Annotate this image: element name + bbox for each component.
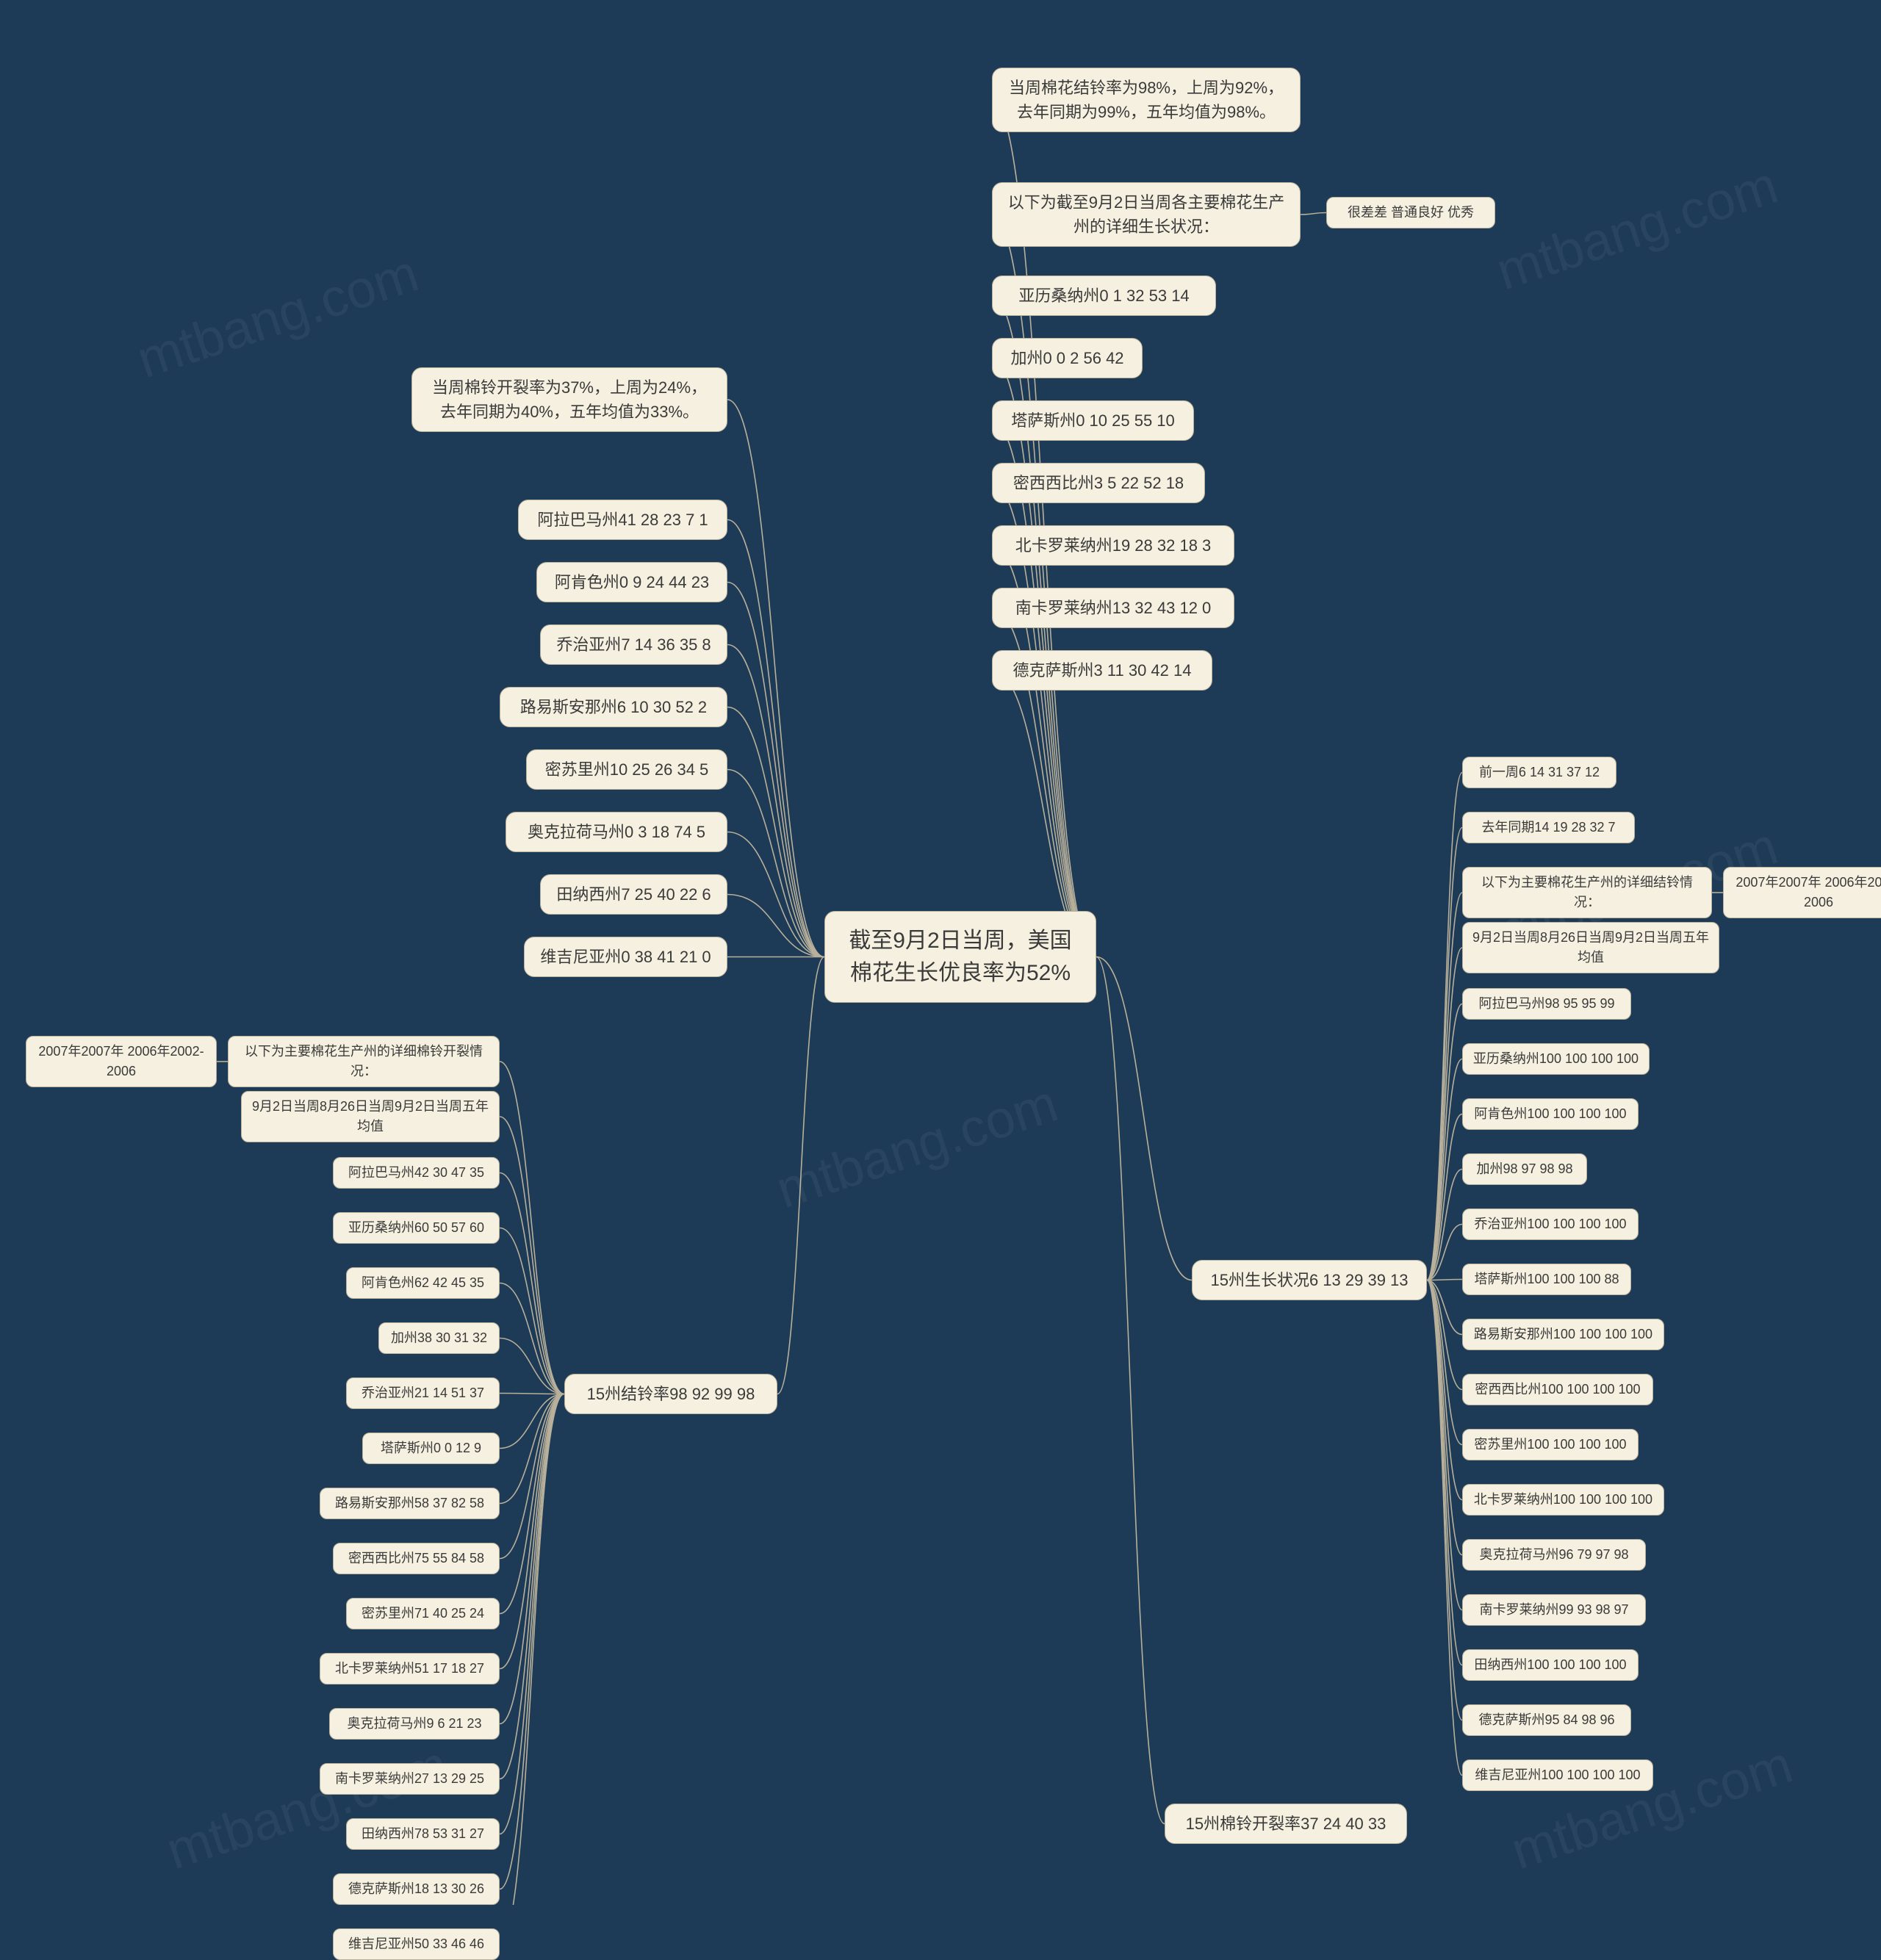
mindmap-node: 加州38 30 31 32 — [378, 1322, 500, 1354]
mindmap-node: 乔治亚州100 100 100 100 — [1462, 1208, 1639, 1240]
mindmap-node: 北卡罗莱纳州100 100 100 100 — [1462, 1484, 1664, 1516]
mindmap-node: 北卡罗莱纳州19 28 32 18 3 — [992, 525, 1234, 566]
mindmap-node: 密西西比州75 55 84 58 — [333, 1543, 500, 1574]
mindmap-node: 路易斯安那州58 37 82 58 — [320, 1488, 500, 1519]
mindmap-node: 以下为主要棉花生产州的详细棉铃开裂情况： — [228, 1036, 500, 1087]
mindmap-node: 去年同期14 19 28 32 7 — [1462, 812, 1635, 843]
mindmap-node: 亚历桑纳州60 50 57 60 — [333, 1212, 500, 1244]
mindmap-node: 以下为主要棉花生产州的详细结铃情况： — [1462, 867, 1712, 918]
mindmap-node: 阿肯色州0 9 24 44 23 — [536, 562, 727, 602]
mindmap-node: 乔治亚州21 14 51 37 — [346, 1377, 500, 1409]
mindmap-node: 15州结铃率98 92 99 98 — [564, 1374, 777, 1414]
mindmap-node: 当周棉铃开裂率为37%，上周为24%，去年同期为40%，五年均值为33%。 — [411, 367, 727, 432]
mindmap-node: 维吉尼亚州0 38 41 21 0 — [524, 937, 727, 977]
mindmap-node: 维吉尼亚州100 100 100 100 — [1462, 1759, 1653, 1791]
mindmap-node: 密苏里州71 40 25 24 — [346, 1598, 500, 1629]
mindmap-node: 维吉尼亚州50 33 46 46 — [333, 1928, 500, 1960]
watermark: mtbang.com — [130, 243, 425, 390]
mindmap-node: 密西西比州100 100 100 100 — [1462, 1374, 1653, 1405]
mindmap-node: 南卡罗莱纳州13 32 43 12 0 — [992, 588, 1234, 628]
mindmap-node: 田纳西州100 100 100 100 — [1462, 1649, 1639, 1681]
mindmap-node: 亚历桑纳州100 100 100 100 — [1462, 1043, 1650, 1075]
watermark: mtbang.com — [1504, 1734, 1799, 1881]
mindmap-node: 德克萨斯州95 84 98 96 — [1462, 1704, 1631, 1736]
watermark: mtbang.com — [159, 1734, 455, 1881]
mindmap-node: 田纳西州78 53 31 27 — [346, 1818, 500, 1850]
watermark: mtbang.com — [769, 1073, 1065, 1220]
mindmap-node: 乔治亚州7 14 36 35 8 — [540, 624, 727, 665]
mindmap-node: 南卡罗莱纳州27 13 29 25 — [320, 1763, 500, 1795]
mindmap-node: 阿拉巴马州42 30 47 35 — [333, 1157, 500, 1189]
mindmap-node: 2007年2007年 2006年2002-2006 — [26, 1036, 217, 1087]
mindmap-node: 当周棉花结铃率为98%，上周为92%，去年同期为99%，五年均值为98%。 — [992, 68, 1301, 132]
mindmap-node: 15州棉铃开裂率37 24 40 33 — [1165, 1804, 1407, 1844]
mindmap-node: 截至9月2日当周，美国棉花生长优良率为52% — [824, 911, 1096, 1003]
mindmap-node: 阿肯色州100 100 100 100 — [1462, 1098, 1639, 1130]
mindmap-node: 奥克拉荷马州96 79 97 98 — [1462, 1539, 1646, 1571]
watermark: mtbang.com — [1489, 155, 1785, 302]
mindmap-node: 路易斯安那州6 10 30 52 2 — [500, 687, 727, 727]
mindmap-node: 塔萨斯州0 0 12 9 — [362, 1433, 500, 1464]
mindmap-node: 奥克拉荷马州9 6 21 23 — [329, 1708, 500, 1740]
mindmap-node: 9月2日当周8月26日当周9月2日当周五年均值 — [241, 1091, 500, 1142]
mindmap-node: 德克萨斯州3 11 30 42 14 — [992, 650, 1212, 691]
mindmap-node: 塔萨斯州100 100 100 88 — [1462, 1264, 1631, 1295]
mindmap-node: 亚历桑纳州0 1 32 53 14 — [992, 275, 1216, 316]
mindmap-node: 奥克拉荷马州0 3 18 74 5 — [506, 812, 727, 852]
mindmap-node: 9月2日当周8月26日当周9月2日当周五年均值 — [1462, 922, 1719, 973]
mindmap-node: 阿肯色州62 42 45 35 — [346, 1267, 500, 1299]
mindmap-node: 2007年2007年 2006年2002-2006 — [1723, 867, 1881, 918]
mindmap-node: 南卡罗莱纳州99 93 98 97 — [1462, 1594, 1646, 1626]
mindmap-node: 德克萨斯州18 13 30 26 — [333, 1873, 500, 1905]
mindmap-node: 加州0 0 2 56 42 — [992, 338, 1143, 378]
mindmap-node: 塔萨斯州0 10 25 55 10 — [992, 400, 1194, 441]
mindmap-node: 路易斯安那州100 100 100 100 — [1462, 1319, 1664, 1350]
mindmap-node: 田纳西州7 25 40 22 6 — [540, 874, 727, 915]
mindmap-node: 北卡罗莱纳州51 17 18 27 — [320, 1653, 500, 1685]
mindmap-node: 密西西比州3 5 22 52 18 — [992, 463, 1205, 503]
mindmap-node: 阿拉巴马州41 28 23 7 1 — [518, 500, 727, 540]
mindmap-node: 密苏里州10 25 26 34 5 — [526, 749, 727, 790]
mindmap-node: 阿拉巴马州98 95 95 99 — [1462, 988, 1631, 1020]
mindmap-node: 密苏里州100 100 100 100 — [1462, 1429, 1639, 1460]
mindmap-node: 前一周6 14 31 37 12 — [1462, 757, 1616, 788]
mindmap-node: 15州生长状况6 13 29 39 13 — [1192, 1260, 1427, 1300]
mindmap-node: 以下为截至9月2日当周各主要棉花生产州的详细生长状况： — [992, 182, 1301, 247]
mindmap-node: 加州98 97 98 98 — [1462, 1153, 1587, 1185]
mindmap-node: 很差差 普通良好 优秀 — [1326, 197, 1495, 228]
